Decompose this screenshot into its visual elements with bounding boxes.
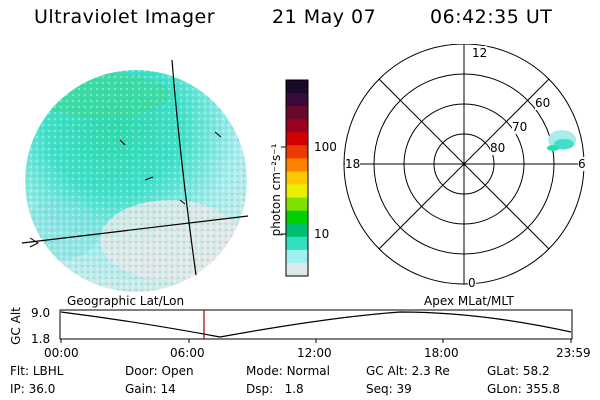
colorbar-segment	[286, 119, 308, 133]
colorbar-label: photon cm⁻²s⁻¹	[269, 143, 283, 236]
status-ip: IP: 36.0	[10, 382, 56, 396]
colorbar-segment	[286, 106, 308, 120]
mlt-label-6: 6	[578, 157, 586, 171]
mlt-label-18: 18	[345, 157, 361, 171]
date-label: 21 May 07	[272, 6, 377, 28]
xtick-1800: 18:00	[424, 346, 459, 360]
uv-disk-image	[21, 59, 249, 292]
timeline-ylabel: GC Alt	[9, 307, 23, 345]
orbit-timeline: GC Alt 9.0 1.8	[9, 306, 573, 346]
status-gain: Gain: 14	[125, 382, 176, 396]
colorbar-segment	[286, 197, 308, 212]
xtick-0000: 00:00	[44, 346, 79, 360]
xtick-1200: 12:00	[297, 346, 332, 360]
colorbar-segment	[286, 262, 308, 277]
colorbar-segment	[286, 171, 308, 186]
mlt-label-12: 12	[472, 46, 488, 60]
colorbar-segment	[286, 132, 308, 146]
colorbar-segment	[286, 93, 308, 107]
xtick-2359: 23:59	[556, 346, 591, 360]
coastline-marks	[119, 131, 222, 205]
colorbar-segment	[286, 158, 308, 172]
colorbar-segment	[286, 249, 308, 264]
imager-title: Ultraviolet Imager	[34, 6, 216, 28]
timeline-left-title: Geographic Lat/Lon	[67, 294, 185, 308]
status-dsp: Dsp: 1.8	[246, 382, 304, 396]
ytick-9: 9.0	[31, 306, 50, 320]
colorbar-segment	[286, 184, 308, 199]
colorbar-segment	[286, 145, 308, 159]
xtick-0600: 06:00	[170, 346, 205, 360]
mlat-label-60: 60	[535, 96, 551, 110]
colorbar-segment	[286, 223, 308, 238]
status-gc-alt: GC Alt: 2.3 Re	[366, 364, 450, 378]
status-mode: Mode: Normal	[246, 364, 330, 378]
colorbar: photon cm⁻²s⁻¹	[269, 79, 309, 277]
time-label: 06:42:35 UT	[430, 6, 553, 28]
colorbar-segment	[286, 80, 308, 94]
ytick-1-8: 1.8	[31, 332, 50, 346]
colorbar-tick-10: 10	[314, 227, 330, 241]
mlat-label-80: 80	[490, 141, 506, 155]
timeline-right-title: Apex MLat/MLT	[424, 294, 514, 308]
status-flt: Flt: LBHL	[10, 364, 64, 378]
polar-plot	[343, 44, 585, 285]
status-glon: GLon: 355.8	[487, 382, 560, 396]
meridian-line	[171, 59, 197, 276]
colorbar-segment	[286, 210, 308, 225]
status-glat: GLat: 58.2	[487, 364, 550, 378]
mlat-label-70: 70	[512, 120, 528, 134]
status-seq: Seq: 39	[366, 382, 412, 396]
colorbar-tick-100: 100	[314, 140, 337, 154]
auroral-patch	[547, 130, 576, 151]
colorbar-segment	[286, 236, 308, 251]
parallel-line	[21, 215, 249, 244]
mlt-label-0: 0	[468, 276, 476, 290]
altitude-curve	[60, 311, 572, 338]
status-door: Door: Open	[125, 364, 194, 378]
